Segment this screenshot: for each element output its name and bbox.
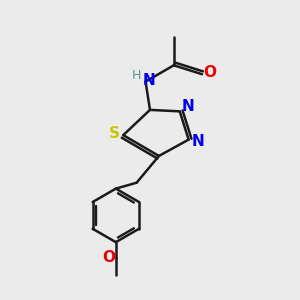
- Text: N: N: [182, 99, 194, 114]
- Text: S: S: [109, 126, 120, 141]
- Text: O: O: [102, 250, 115, 265]
- Text: H: H: [131, 69, 141, 82]
- Text: O: O: [203, 65, 216, 80]
- Text: N: N: [143, 73, 155, 88]
- Text: N: N: [191, 134, 204, 149]
